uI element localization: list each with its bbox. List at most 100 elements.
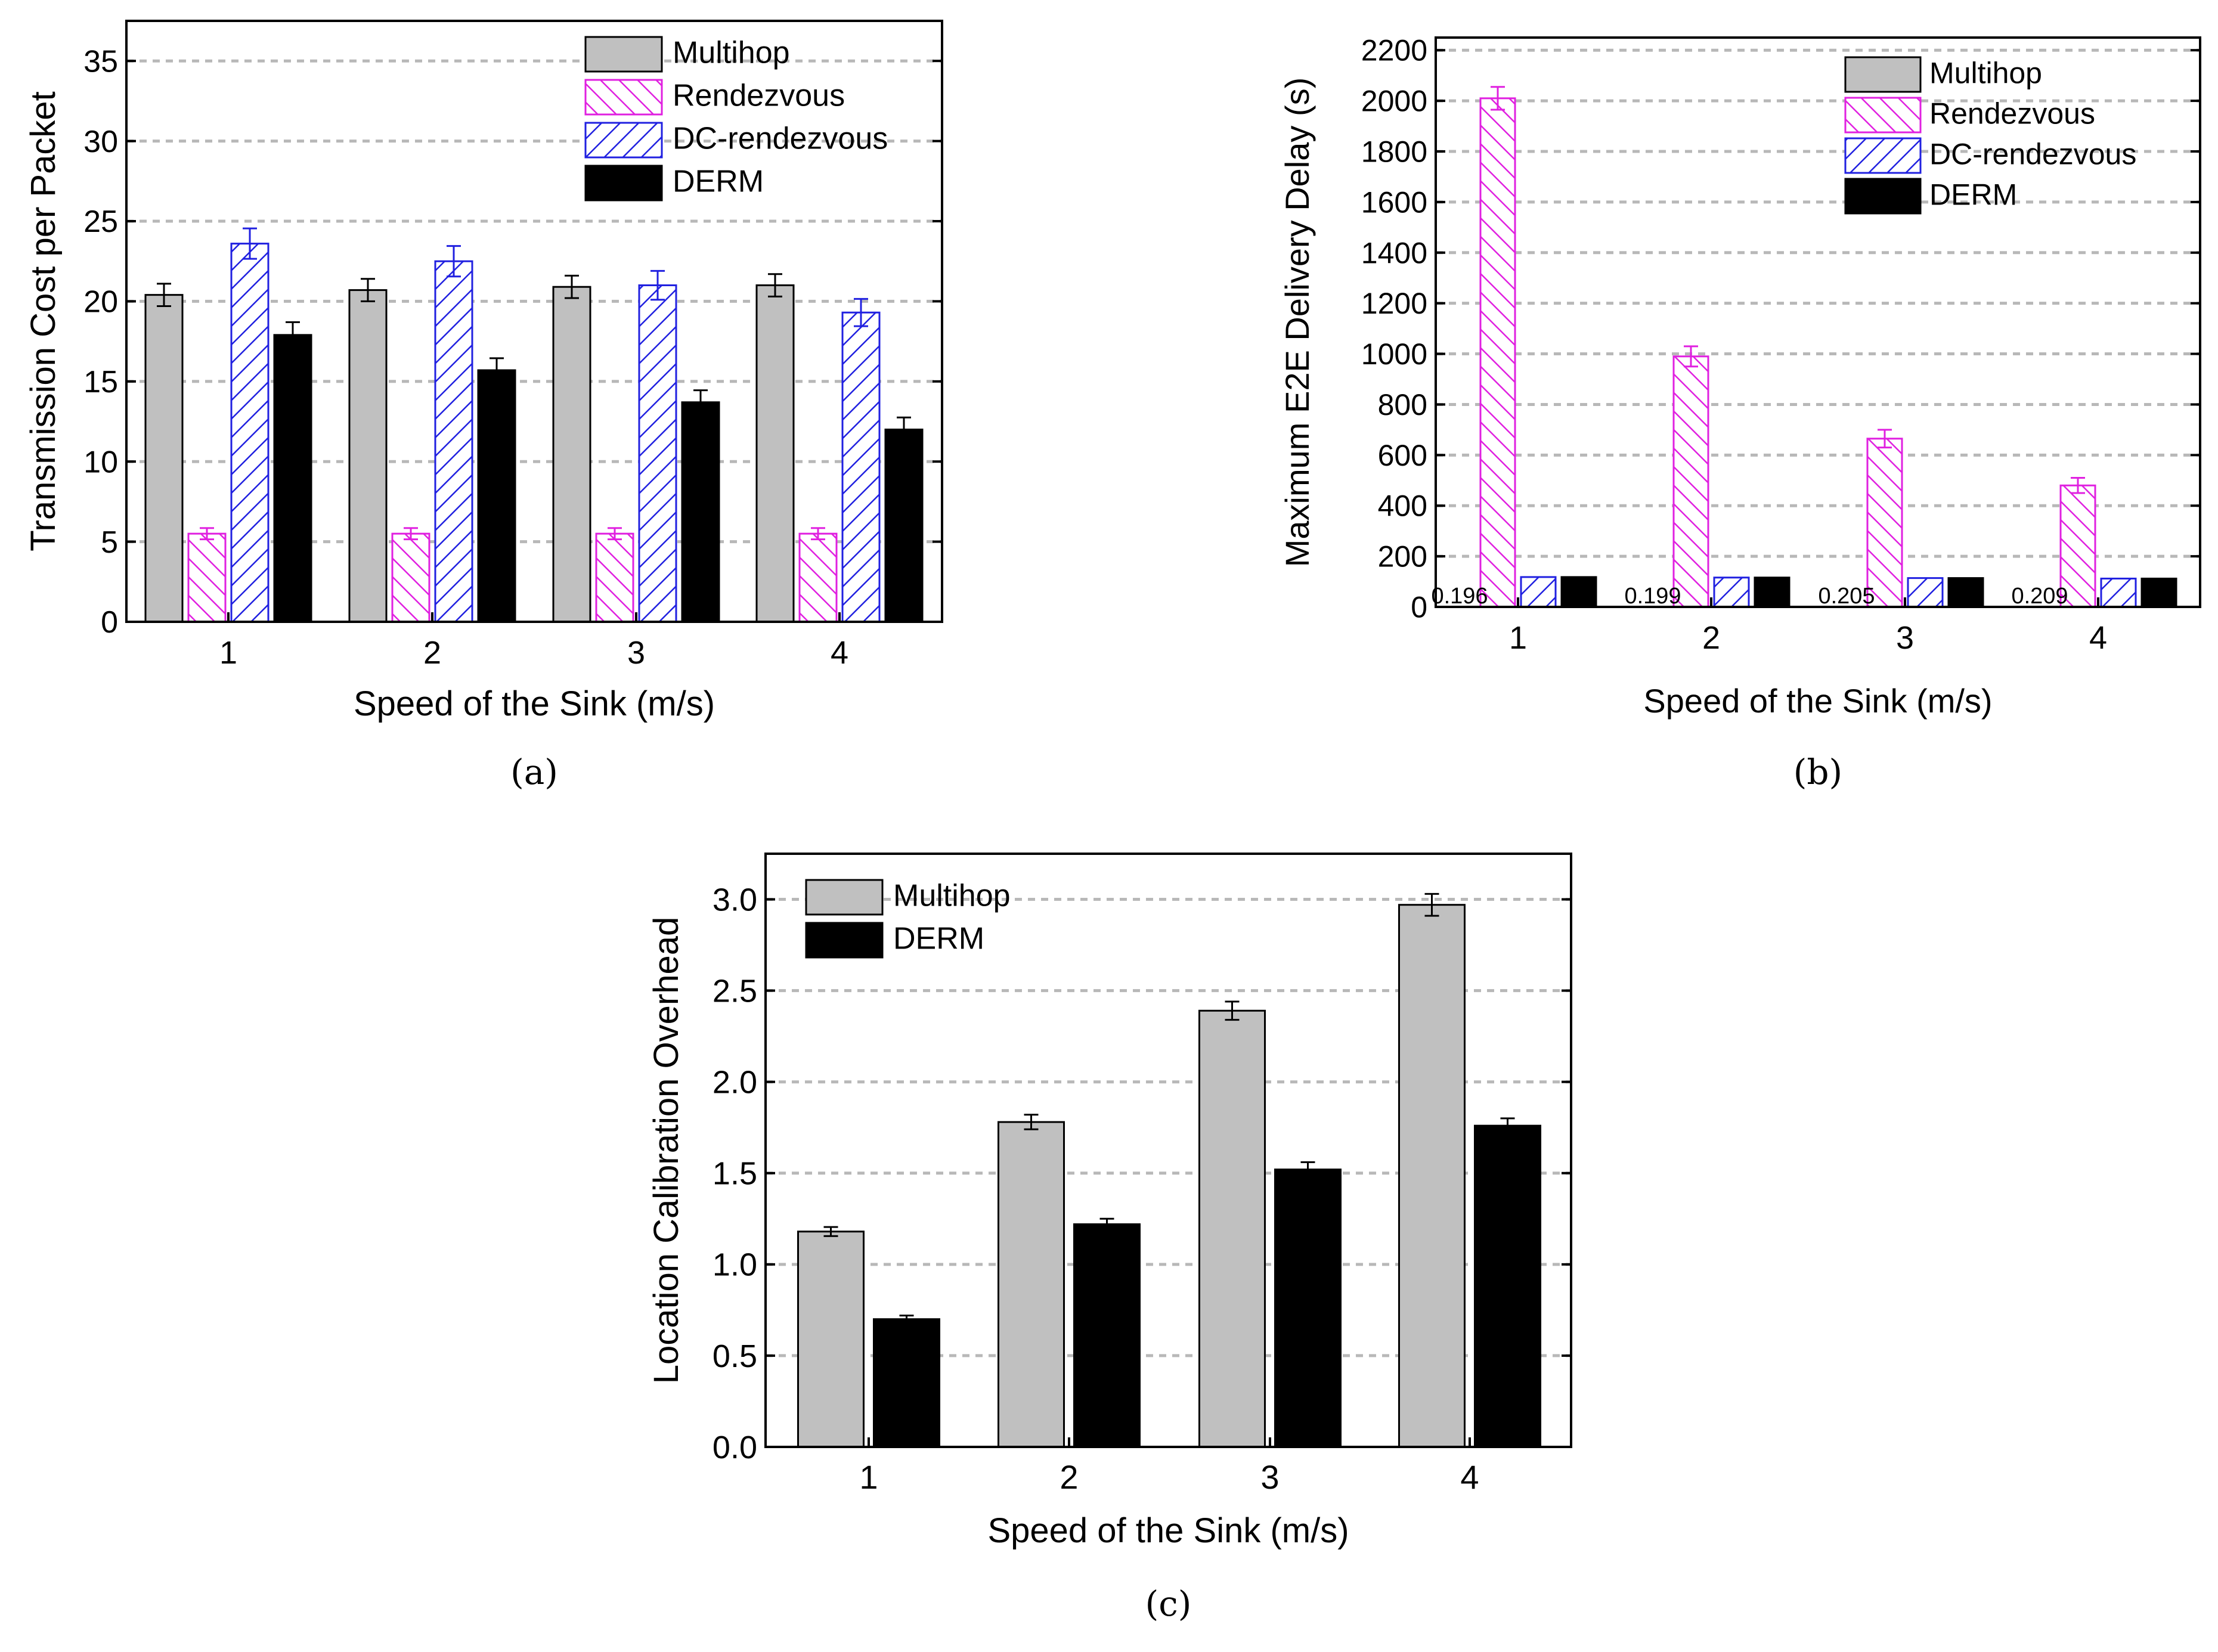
bar-rendezvous-4 bbox=[798, 532, 838, 623]
x-axis-title: Speed of the Sink (m/s) bbox=[987, 1511, 1349, 1550]
panel-label: (c) bbox=[1145, 1583, 1192, 1624]
x-tick-label: 1 bbox=[1509, 620, 1527, 656]
y-tick-label: 2.0 bbox=[713, 1065, 757, 1101]
bar-rendezvous-2 bbox=[391, 532, 430, 623]
bar-derm-1 bbox=[1560, 576, 1597, 608]
bar-multihop-2 bbox=[998, 1121, 1065, 1448]
legend-label: Rendezvous bbox=[1929, 97, 2095, 131]
bar-multihop-1 bbox=[144, 294, 184, 623]
legend-label: Multihop bbox=[893, 879, 1011, 913]
legend-label: DERM bbox=[673, 165, 764, 199]
x-tick-label: 3 bbox=[1260, 1458, 1279, 1496]
bar-derm-3 bbox=[681, 401, 720, 623]
legend-swatch-multihop bbox=[805, 879, 884, 916]
legend-swatch-dc-rendezvous bbox=[1844, 137, 1922, 174]
y-tick-label: 15 bbox=[83, 365, 118, 399]
bar-dc-rendezvous-3 bbox=[638, 284, 677, 623]
x-tick-label: 2 bbox=[1060, 1458, 1078, 1496]
value-annotation: 0.205 bbox=[1818, 584, 1875, 609]
bar-multihop-4 bbox=[1398, 904, 1466, 1448]
legend-swatch-derm bbox=[805, 922, 884, 959]
legend-label: Multihop bbox=[1929, 57, 2042, 90]
y-tick-label: 2200 bbox=[1361, 34, 1427, 67]
x-axis-title: Speed of the Sink (m/s) bbox=[1643, 682, 1992, 720]
bar-derm-2 bbox=[1073, 1223, 1141, 1448]
y-tick-label: 2000 bbox=[1361, 85, 1427, 118]
value-annotation: 0.209 bbox=[2011, 584, 2068, 609]
y-tick-label: 25 bbox=[83, 204, 118, 239]
x-tick-label: 3 bbox=[1896, 620, 1914, 656]
y-tick-label: 0.5 bbox=[713, 1338, 757, 1374]
value-annotation: 0.199 bbox=[1624, 584, 1681, 609]
bar-multihop-1 bbox=[797, 1231, 865, 1448]
bar-derm-2 bbox=[1754, 577, 1790, 608]
plot-frame bbox=[764, 853, 1572, 1448]
legend-label: DERM bbox=[1929, 178, 2017, 212]
x-tick-label: 2 bbox=[1702, 620, 1720, 656]
plot-frame bbox=[1435, 36, 2201, 608]
y-tick-label: 10 bbox=[83, 445, 118, 479]
y-tick-label: 2.5 bbox=[713, 974, 757, 1009]
y-axis-title: Maximum E2E Delivery Delay (s) bbox=[1278, 78, 1316, 568]
bar-derm-3 bbox=[1947, 577, 1984, 608]
x-tick-label: 2 bbox=[423, 635, 441, 671]
x-tick-label: 4 bbox=[831, 635, 848, 671]
bar-dc-rendezvous-4 bbox=[841, 311, 881, 623]
x-tick-label: 4 bbox=[1460, 1458, 1479, 1496]
y-tick-label: 0 bbox=[1411, 591, 1427, 624]
legend-swatch-derm bbox=[584, 165, 663, 202]
x-axis-title: Speed of the Sink (m/s) bbox=[354, 684, 715, 723]
legend-swatch-rendezvous bbox=[1844, 97, 1922, 134]
y-tick-label: 1800 bbox=[1361, 135, 1427, 169]
bar-rendezvous-3 bbox=[1866, 438, 1903, 608]
bar-rendezvous-2 bbox=[1672, 355, 1709, 608]
bar-multihop-3 bbox=[552, 286, 591, 623]
legend-label: DERM bbox=[893, 922, 984, 956]
legend-swatch-multihop bbox=[1844, 56, 1922, 93]
y-tick-label: 1000 bbox=[1361, 337, 1427, 371]
y-tick-label: 3.0 bbox=[713, 882, 757, 918]
bar-rendezvous-1 bbox=[187, 532, 227, 623]
bar-derm-2 bbox=[477, 369, 516, 623]
bar-dc-rendezvous-2 bbox=[434, 260, 473, 623]
legend: Multihop Rendezvous DC-rendezvous DERM bbox=[584, 36, 888, 202]
bar-dc-rendezvous-1 bbox=[230, 243, 269, 623]
x-tick-label: 1 bbox=[219, 635, 237, 671]
y-tick-label: 1.5 bbox=[713, 1156, 757, 1192]
chart-panel-a: 0 5 10 15 20 25 30 35 1 2 3 4 Speed of the Sink (m/s… bbox=[24, 20, 943, 792]
y-tick-label: 200 bbox=[1378, 540, 1427, 574]
y-tick-label: 5 bbox=[101, 525, 118, 560]
legend-label: DC-rendezvous bbox=[1929, 138, 2136, 171]
legend-swatch-dc-rendezvous bbox=[584, 122, 663, 159]
bar-dc-rendezvous-2 bbox=[1713, 577, 1750, 608]
bar-multihop-2 bbox=[348, 289, 388, 623]
y-tick-label: 1200 bbox=[1361, 287, 1427, 320]
bar-derm-4 bbox=[884, 428, 924, 623]
y-tick-label: 1600 bbox=[1361, 185, 1427, 219]
value-annotation: 0.196 bbox=[1431, 584, 1488, 609]
y-axis-title: Location Calibration Overhead bbox=[647, 917, 686, 1384]
plot-frame bbox=[125, 20, 943, 623]
bar-rendezvous-1 bbox=[1479, 97, 1516, 608]
y-tick-label: 20 bbox=[83, 285, 118, 320]
legend-label: Rendezvous bbox=[673, 79, 845, 113]
legend: Multihop DERM bbox=[805, 879, 1011, 959]
bar-multihop-4 bbox=[755, 284, 795, 623]
y-tick-label: 0 bbox=[101, 605, 118, 640]
y-tick-label: 0.0 bbox=[713, 1430, 757, 1465]
y-tick-label: 35 bbox=[83, 44, 118, 79]
y-axis-title: Transmission Cost per Packet bbox=[24, 91, 63, 551]
bar-derm-1 bbox=[273, 334, 312, 623]
legend-swatch-derm bbox=[1844, 178, 1922, 215]
bar-derm-1 bbox=[873, 1318, 940, 1448]
legend-swatch-multihop bbox=[584, 36, 663, 73]
bar-dc-rendezvous-4 bbox=[2100, 577, 2137, 608]
bar-multihop-3 bbox=[1198, 1009, 1266, 1448]
y-tick-label: 1400 bbox=[1361, 236, 1427, 269]
legend-label: Multihop bbox=[673, 36, 790, 70]
chart-panel-c: 0.0 0.5 1.0 1.5 2.0 2.5 3.0 1 2 3 4 Speed of the Si… bbox=[647, 853, 1572, 1624]
bar-rendezvous-3 bbox=[595, 532, 634, 623]
y-tick-label: 1.0 bbox=[713, 1247, 757, 1283]
bar-derm-4 bbox=[2140, 577, 2177, 608]
